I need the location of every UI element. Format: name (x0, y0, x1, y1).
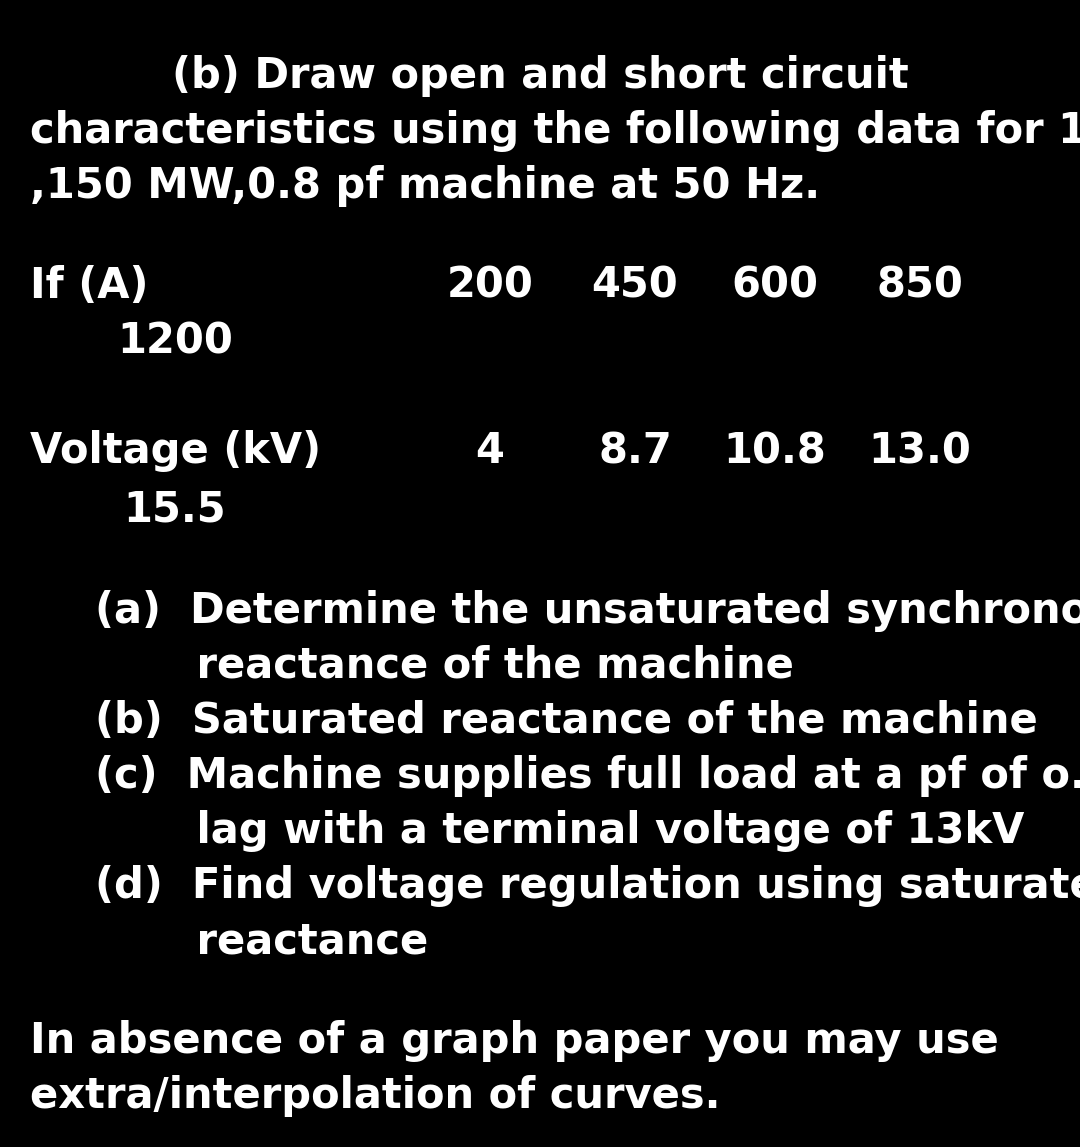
Text: reactance: reactance (95, 920, 429, 962)
Text: (a)  Determine the unsaturated synchronous: (a) Determine the unsaturated synchronou… (95, 590, 1080, 632)
Text: lag with a terminal voltage of 13kV: lag with a terminal voltage of 13kV (95, 810, 1024, 852)
Text: (d)  Find voltage regulation using saturated: (d) Find voltage regulation using satura… (95, 865, 1080, 907)
Text: 10.8: 10.8 (724, 430, 826, 473)
Text: (c)  Machine supplies full load at a pf of o.85: (c) Machine supplies full load at a pf o… (95, 755, 1080, 797)
Text: (b) Draw open and short circuit: (b) Draw open and short circuit (172, 55, 908, 97)
Text: (b)  Saturated reactance of the machine: (b) Saturated reactance of the machine (95, 700, 1038, 742)
Text: 450: 450 (592, 265, 678, 307)
Text: Voltage (kV): Voltage (kV) (30, 430, 321, 473)
Text: If (A): If (A) (30, 265, 149, 307)
Text: 8.7: 8.7 (598, 430, 672, 473)
Text: ,150 MW,0.8 pf machine at 50 Hz.: ,150 MW,0.8 pf machine at 50 Hz. (30, 165, 820, 206)
Text: 600: 600 (731, 265, 819, 307)
Text: 850: 850 (877, 265, 963, 307)
Text: 15.5: 15.5 (124, 487, 227, 530)
Text: characteristics using the following data for 13kV: characteristics using the following data… (30, 110, 1080, 153)
Text: reactance of the machine: reactance of the machine (95, 645, 794, 687)
Text: 1200: 1200 (117, 320, 233, 362)
Text: extra/interpolation of curves.: extra/interpolation of curves. (30, 1075, 720, 1117)
Text: 13.0: 13.0 (868, 430, 971, 473)
Text: 4: 4 (475, 430, 504, 473)
Text: In absence of a graph paper you may use: In absence of a graph paper you may use (30, 1020, 999, 1062)
Text: 200: 200 (446, 265, 534, 307)
